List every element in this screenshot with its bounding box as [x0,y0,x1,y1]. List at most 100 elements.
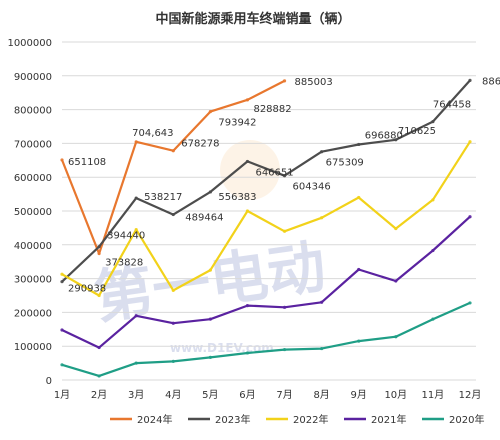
data-label: 764458 [433,100,471,111]
legend-item: 2021年 [344,413,406,426]
x-axis: 1月 2月 3月 4月 5月 6月 7月 8月 9月 10月 11月 12月 [54,389,482,401]
data-point [171,321,175,325]
y-tick-label: 600000 [14,173,52,184]
data-point [134,140,138,144]
series-line-3 [61,215,471,349]
data-point [282,305,287,309]
data-point [431,120,435,124]
x-tick-label: 4月 [165,389,181,401]
data-point [60,158,64,162]
legend-label: 2020年 [449,413,484,426]
data-point [208,190,212,194]
x-tick-label: 3月 [128,389,144,401]
series-lines [60,78,472,378]
series-line-2 [61,141,471,297]
data-point [245,98,250,102]
legend-item: 2020年 [422,413,484,426]
data-point [357,339,361,343]
data-point [282,229,287,233]
data-point [208,268,212,272]
watermark: 第一电动 www.D1EV.com [90,140,330,355]
data-point [394,226,398,231]
data-point [431,248,435,253]
data-point [320,216,324,220]
data-point [245,351,250,355]
data-point [97,345,101,350]
x-tick-label: 10月 [384,389,407,401]
data-label: 394440 [107,231,145,242]
data-point [171,149,175,153]
data-point [97,245,101,249]
y-tick-label: 300000 [14,275,52,286]
legend-label: 2022年 [293,413,328,426]
y-axis: 0 100000 200000 300000 400000 500000 600000 700… [7,38,52,387]
data-point [134,227,138,232]
data-point [282,79,287,83]
data-label: 885003 [295,77,333,88]
data-point [208,110,212,114]
data-point [357,267,361,272]
y-tick-label: 700000 [14,139,52,150]
data-point [171,288,175,293]
data-point [468,215,472,219]
data-label: 538217 [144,192,182,203]
y-tick-label: 800000 [14,106,52,117]
data-point [394,279,398,283]
data-label: 704,643 [132,128,173,139]
y-tick-label: 900000 [14,72,52,83]
data-point [171,359,175,364]
legend-item: 2024年 [110,413,172,426]
data-point [282,347,287,352]
x-tick-label: 2月 [91,389,107,401]
data-label: 678278 [181,139,219,150]
data-point [60,363,64,367]
legend-label: 2024年 [137,413,172,426]
x-tick-label: 1月 [54,389,70,401]
data-point [320,346,324,351]
legend-item: 2022年 [266,413,328,426]
data-label: 696880 [365,130,403,141]
data-point [245,159,250,164]
data-label: 886395 [482,76,500,87]
data-label: 828882 [253,104,291,115]
x-tick-label: 6月 [239,389,255,401]
data-point [394,335,398,339]
data-point [245,209,250,213]
data-point [208,317,212,321]
data-point [357,142,361,147]
data-label: 556383 [218,192,256,203]
series-line-4 [61,301,471,377]
data-label: 373828 [105,258,143,269]
data-label: 793942 [218,118,256,129]
data-point [60,328,64,332]
data-labels: 651108 373828 704,643 678278 793942 828882 885… [68,76,500,294]
data-point [357,195,361,200]
data-label: 604346 [293,182,331,193]
x-tick-label: 12月 [459,389,482,401]
legend-label: 2023年 [215,413,250,426]
data-label: 290938 [68,284,106,295]
chart-title: 中国新能源乘用车终端销量（辆） [155,11,350,27]
data-label: 675309 [326,158,364,169]
data-point [97,252,101,256]
data-point [468,301,472,305]
y-tick-label: 500000 [14,207,52,218]
data-point [134,314,138,318]
legend-label: 2021年 [371,413,406,426]
data-label: 710625 [398,126,436,137]
data-point [320,300,324,304]
data-label: 651108 [68,157,106,168]
gridlines [62,41,476,381]
data-point [282,174,287,178]
y-tick-label: 400000 [14,241,52,252]
data-point [468,140,472,144]
x-tick-label: 11月 [422,389,445,401]
x-tick-label: 8月 [313,389,329,401]
data-point [171,212,175,217]
x-tick-label: 7月 [276,389,292,401]
data-point [431,317,435,321]
x-tick-label: 9月 [351,389,367,401]
data-point [208,355,212,359]
data-point [134,196,138,200]
